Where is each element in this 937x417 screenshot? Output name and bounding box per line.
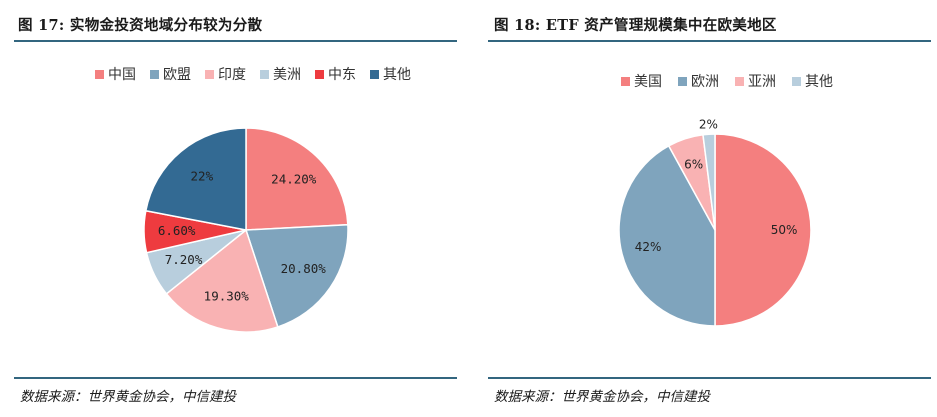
legend-swatch xyxy=(678,77,687,86)
pie-slice-1 xyxy=(714,133,812,327)
legend-label: 欧盟 xyxy=(163,67,191,83)
slice-label: 20.80% xyxy=(281,261,327,276)
pie-slice-6 xyxy=(144,127,247,231)
chart-legend: 中国 欧盟 印度 美洲 中东 其他 xyxy=(95,67,411,83)
legend-label: 美国 xyxy=(634,74,662,90)
legend-item-3: 印度 xyxy=(205,67,246,83)
pie-slice-4 xyxy=(702,133,716,231)
legend-item-2: 欧洲 xyxy=(678,74,719,90)
figure-18-title: 图 18: ETF 资产管理规模集中在欧美地区 xyxy=(494,17,777,34)
legend-swatch xyxy=(370,70,379,79)
pie-slice-2 xyxy=(618,144,716,327)
figure-17-panel: 图 17: 实物金投资地域分布较为分散 中国 欧盟 印度 美洲 中东 其他 24.20% 20… xyxy=(0,0,463,417)
legend-swatch xyxy=(260,70,269,79)
pie-slice-3 xyxy=(165,228,279,333)
pie-labels: 24.20% 20.80% 19.30% 7.20% 6.60% 22% xyxy=(158,169,326,304)
legend-label: 中国 xyxy=(108,67,136,83)
figure-18-panel: 图 18: ETF 资产管理规模集中在欧美地区 美国 欧洲 亚洲 其他 50% 42% 6%… xyxy=(474,0,937,417)
figure-18-pie-chart: 美国 欧洲 亚洲 其他 50% 42% 6% 2% xyxy=(618,74,833,327)
pie-slice-1 xyxy=(245,127,349,231)
slice-label: 2% xyxy=(699,118,718,132)
legend-item-6: 其他 xyxy=(370,67,411,83)
legend-swatch xyxy=(95,70,104,79)
legend-item-2: 欧盟 xyxy=(150,67,191,83)
legend-label: 欧洲 xyxy=(691,74,719,90)
legend-label: 亚洲 xyxy=(748,74,776,90)
legend-swatch xyxy=(315,70,324,79)
legend-item-1: 中国 xyxy=(95,67,136,83)
figure-17-pie-chart: 中国 欧盟 印度 美洲 中东 其他 24.20% 20.80% 19.30% 7.20% 6.60%… xyxy=(95,67,411,333)
legend-label: 其他 xyxy=(383,67,411,83)
figure-17-title: 图 17: 实物金投资地域分布较为分散 xyxy=(18,17,263,34)
slice-label: 24.20% xyxy=(271,172,317,187)
slice-label: 50% xyxy=(771,223,798,237)
slice-label: 7.20% xyxy=(165,252,203,267)
figure-18-bottom-rule xyxy=(488,377,931,379)
pie-slice-2 xyxy=(244,223,349,328)
figure-17-top-rule xyxy=(14,40,457,42)
slice-label: 42% xyxy=(635,240,662,254)
legend-item-5: 中东 xyxy=(315,67,356,83)
legend-swatch xyxy=(735,77,744,86)
chart-legend: 美国 欧洲 亚洲 其他 xyxy=(621,74,833,90)
legend-label: 美洲 xyxy=(273,67,301,83)
pie-labels: 50% 42% 6% 2% xyxy=(635,118,798,255)
slice-label: 19.30% xyxy=(204,288,250,303)
slice-label: 22% xyxy=(191,169,214,184)
legend-item-4: 其他 xyxy=(792,74,833,90)
legend-item-4: 美洲 xyxy=(260,67,301,83)
legend-swatch xyxy=(792,77,801,86)
slice-label: 6% xyxy=(684,157,703,171)
figure-18-source: 数据来源：世界黄金协会，中信建投 xyxy=(494,389,710,405)
legend-item-3: 亚洲 xyxy=(735,74,776,90)
legend-item-1: 美国 xyxy=(621,74,662,90)
legend-swatch xyxy=(621,77,630,86)
legend-label: 印度 xyxy=(218,67,246,83)
legend-label: 中东 xyxy=(328,67,356,83)
slice-label: 6.60% xyxy=(158,223,196,238)
legend-label: 其他 xyxy=(805,74,833,90)
pie-slices xyxy=(143,127,349,333)
legend-swatch xyxy=(150,70,159,79)
figure-17-source: 数据来源：世界黄金协会，中信建投 xyxy=(20,389,236,405)
figure-17-bottom-rule xyxy=(14,377,457,379)
pie-slices xyxy=(618,133,812,327)
figure-18-top-rule xyxy=(488,40,931,42)
legend-swatch xyxy=(205,70,214,79)
